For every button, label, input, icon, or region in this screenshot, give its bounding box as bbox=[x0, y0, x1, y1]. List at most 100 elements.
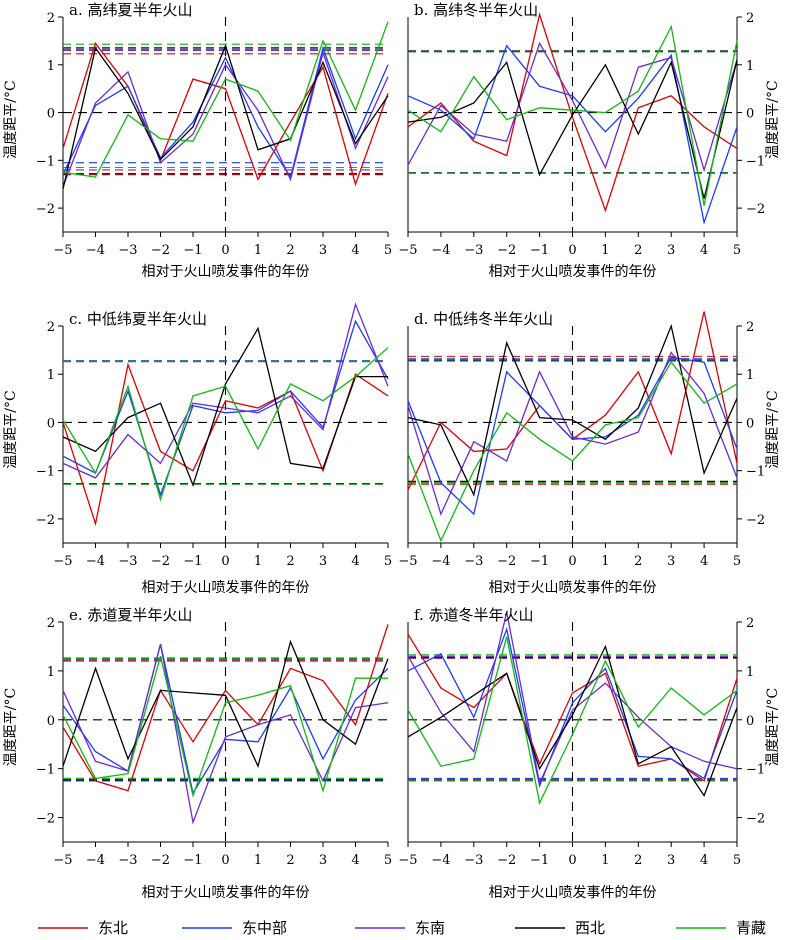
panel-title: e. 赤道夏半年火山 bbox=[69, 606, 192, 624]
y-tick-label: 0 bbox=[746, 416, 754, 431]
y-tick-label: −1 bbox=[36, 763, 55, 778]
series-line-东南 bbox=[62, 302, 389, 479]
x-tick-label: 5 bbox=[733, 853, 741, 868]
x-tick-label: 5 bbox=[733, 243, 741, 258]
x-tick-label: 2 bbox=[286, 243, 294, 258]
y-tick-label: 2 bbox=[746, 616, 754, 631]
x-tick-label: −5 bbox=[398, 853, 417, 868]
x-tick-label: −4 bbox=[431, 243, 450, 258]
y-tick-label: −2 bbox=[746, 202, 765, 217]
x-tick-label: 4 bbox=[351, 853, 359, 868]
y-tick-label: 1 bbox=[746, 368, 754, 383]
x-tick-label: 3 bbox=[667, 554, 675, 569]
x-tick-label: 3 bbox=[319, 554, 327, 569]
y-tick-label: −2 bbox=[746, 513, 765, 528]
series-line-西北 bbox=[407, 59, 738, 199]
series-line-东中部 bbox=[407, 44, 738, 225]
x-tick-label: −2 bbox=[497, 554, 516, 569]
y-tick-label: 1 bbox=[47, 59, 55, 74]
x-tick-label: 2 bbox=[634, 554, 642, 569]
series-line-东中部 bbox=[407, 356, 738, 516]
panel-6: −5 −4 −3 −2 −1 0 1 2 3 4 5 −2 −1 0 1 2 温度距平/°C 相对于火山喷发事件的… bbox=[398, 606, 781, 901]
x-axis-label: 相对于火山喷发事件的年份 bbox=[489, 580, 657, 596]
y-tick-label: 1 bbox=[47, 665, 55, 680]
x-tick-label: −1 bbox=[183, 853, 202, 868]
x-tick-label: 4 bbox=[351, 243, 359, 258]
panel-title: b. 高纬冬半年火山 bbox=[414, 1, 538, 19]
x-tick-label: −1 bbox=[183, 554, 202, 569]
x-tick-label: −3 bbox=[118, 243, 137, 258]
series-line-东中部 bbox=[407, 626, 738, 789]
x-tick-label: −4 bbox=[86, 554, 105, 569]
y-tick-label: 0 bbox=[746, 714, 754, 729]
x-tick-label: −3 bbox=[118, 554, 137, 569]
series-line-东南 bbox=[407, 41, 738, 173]
legend: 东北 东中部 东南 西北 青藏 bbox=[38, 919, 766, 937]
x-tick-label: −5 bbox=[398, 554, 417, 569]
x-tick-label: −2 bbox=[151, 554, 170, 569]
x-axis-label: 相对于火山喷发事件的年份 bbox=[489, 264, 657, 280]
x-tick-label: 0 bbox=[221, 243, 229, 258]
x-tick-label: −5 bbox=[53, 554, 72, 569]
series-line-青藏 bbox=[62, 656, 388, 798]
legend-label: 西北 bbox=[575, 919, 605, 937]
panel-3: −5 −4 −3 −2 −1 0 1 2 3 4 5 −2 −1 0 1 2 温度距平/°C 相对于火山喷发事件的… bbox=[3, 302, 392, 596]
series-line-青藏 bbox=[62, 21, 389, 178]
x-tick-label: 0 bbox=[221, 853, 229, 868]
y-tick-label: 0 bbox=[47, 107, 55, 122]
y-tick-label: 1 bbox=[746, 59, 754, 74]
panel-title: c. 中低纬夏半年火山 bbox=[69, 310, 207, 328]
x-tick-label: −1 bbox=[530, 853, 549, 868]
x-tick-label: 5 bbox=[733, 554, 741, 569]
x-tick-label: 1 bbox=[254, 554, 262, 569]
x-tick-label: 4 bbox=[351, 554, 359, 569]
x-axis-label: 相对于火山喷发事件的年份 bbox=[142, 885, 310, 901]
y-tick-label: 0 bbox=[47, 416, 55, 431]
x-tick-label: 2 bbox=[286, 853, 294, 868]
series-line-东南 bbox=[62, 50, 389, 187]
y-axis-label: 温度距平/°C bbox=[765, 390, 781, 468]
series-line-东中部 bbox=[62, 643, 389, 795]
x-tick-label: −1 bbox=[530, 243, 549, 258]
y-tick-label: −2 bbox=[36, 812, 55, 827]
panel-title: a. 高纬夏半年火山 bbox=[69, 1, 192, 19]
x-tick-label: −1 bbox=[530, 554, 549, 569]
x-axis-label: 相对于火山喷发事件的年份 bbox=[142, 580, 310, 596]
x-tick-label: 2 bbox=[634, 853, 642, 868]
x-tick-label: 5 bbox=[384, 554, 392, 569]
x-tick-label: 2 bbox=[634, 243, 642, 258]
series-line-东南 bbox=[62, 643, 389, 825]
x-tick-label: 0 bbox=[568, 853, 576, 868]
x-tick-label: 0 bbox=[568, 243, 576, 258]
x-tick-label: 4 bbox=[700, 853, 708, 868]
y-tick-label: −2 bbox=[36, 513, 55, 528]
x-tick-label: 1 bbox=[601, 243, 609, 258]
x-tick-label: 3 bbox=[319, 853, 327, 868]
x-tick-label: 1 bbox=[254, 243, 262, 258]
x-tick-label: −4 bbox=[86, 243, 105, 258]
series-line-东中部 bbox=[62, 45, 389, 179]
x-tick-label: −2 bbox=[497, 853, 516, 868]
x-tick-label: −2 bbox=[497, 243, 516, 258]
y-axis-label: 温度距平/°C bbox=[765, 80, 781, 158]
x-tick-label: 5 bbox=[384, 853, 392, 868]
y-tick-label: 2 bbox=[746, 320, 754, 335]
x-tick-label: 3 bbox=[667, 853, 675, 868]
y-tick-label: 0 bbox=[47, 714, 55, 729]
y-tick-label: −1 bbox=[746, 154, 765, 169]
x-tick-label: 1 bbox=[601, 853, 609, 868]
x-tick-label: −2 bbox=[151, 243, 170, 258]
x-tick-label: 4 bbox=[700, 243, 708, 258]
series-line-西北 bbox=[407, 644, 738, 798]
series-line-青藏 bbox=[407, 361, 738, 543]
series-line-东北 bbox=[62, 41, 389, 187]
x-tick-label: −5 bbox=[398, 243, 417, 258]
x-tick-label: −3 bbox=[464, 243, 483, 258]
y-axis-label: 温度距平/°C bbox=[3, 688, 19, 766]
y-tick-label: 2 bbox=[47, 616, 55, 631]
legend-label: 东北 bbox=[98, 919, 128, 937]
series-line-东南 bbox=[407, 612, 738, 786]
series-line-东南 bbox=[407, 351, 738, 516]
x-tick-label: −5 bbox=[53, 243, 72, 258]
